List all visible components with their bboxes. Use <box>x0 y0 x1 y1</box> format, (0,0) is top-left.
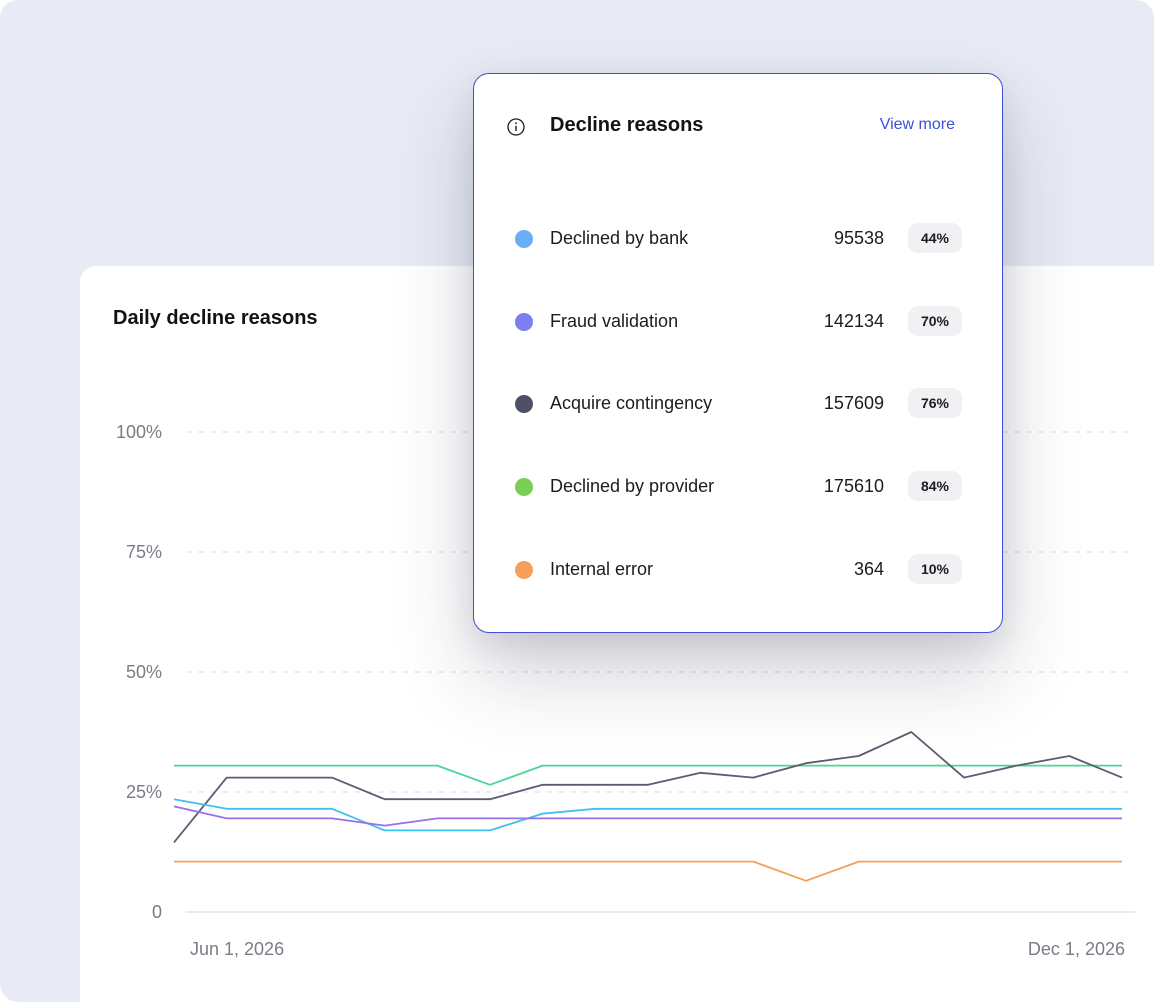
legend-label: Fraud validation <box>550 311 679 331</box>
y-axis-ticks: 0 25% 50% 75% 100% <box>116 422 162 922</box>
legend-count: 364 <box>853 559 884 579</box>
legend-dot <box>515 478 533 496</box>
popover-title: Decline reasons <box>550 114 704 136</box>
y-tick-label: 100% <box>116 422 162 442</box>
x-axis-ticks: Jun 1, 2026 Dec 1, 2026 <box>190 939 1125 959</box>
legend-row-declined-by-bank: Declined by bank 95538 44% <box>474 219 1004 259</box>
series-line-4 <box>174 860 1122 882</box>
legend-label: Declined by provider <box>550 476 715 496</box>
legend-label: Declined by bank <box>550 228 689 248</box>
series-line-0 <box>174 764 1122 786</box>
x-tick-label: Dec 1, 2026 <box>1028 939 1125 959</box>
legend-dot <box>515 395 533 413</box>
grid-lines <box>186 431 1135 913</box>
info-icon <box>507 118 525 136</box>
legend-count: 175610 <box>823 476 884 496</box>
legend-row-internal-error: Internal error 364 10% <box>474 550 1004 590</box>
legend-count: 157609 <box>823 393 884 413</box>
legend-row-fraud-validation: Fraud validation 142134 70% <box>474 302 1004 342</box>
legend-label: Acquire contingency <box>550 393 713 413</box>
legend-percent-badge: 76% <box>908 388 962 418</box>
legend-count: 142134 <box>823 311 884 331</box>
x-tick-label: Jun 1, 2026 <box>190 939 284 959</box>
series-line-3 <box>173 805 1122 827</box>
legend-percent-badge: 44% <box>908 223 962 253</box>
y-tick-label: 25% <box>126 782 162 802</box>
legend-row-declined-by-provider: Declined by provider 175610 84% <box>474 467 1004 507</box>
y-tick-label: 50% <box>126 662 162 682</box>
series-line-1 <box>173 731 1123 843</box>
legend-row-acquire-contingency: Acquire contingency 157609 76% <box>474 384 1004 424</box>
series-lines <box>173 731 1123 882</box>
decline-reasons-popover: Decline reasons View more Declined by ba… <box>473 73 1003 633</box>
view-more-link[interactable]: View more <box>879 116 955 133</box>
legend-count: 95538 <box>833 228 884 248</box>
y-tick-label: 0 <box>152 902 162 922</box>
legend-percent-badge: 84% <box>908 471 962 501</box>
legend-dot <box>515 313 533 331</box>
chart-title: Daily decline reasons <box>113 307 318 329</box>
legend-dot <box>515 230 533 248</box>
legend-percent-badge: 70% <box>908 306 962 336</box>
legend-percent-badge: 10% <box>908 554 962 584</box>
legend-label: Internal error <box>550 559 654 579</box>
series-line-2 <box>173 798 1122 832</box>
legend-dot <box>515 561 533 579</box>
y-tick-label: 75% <box>126 542 162 562</box>
